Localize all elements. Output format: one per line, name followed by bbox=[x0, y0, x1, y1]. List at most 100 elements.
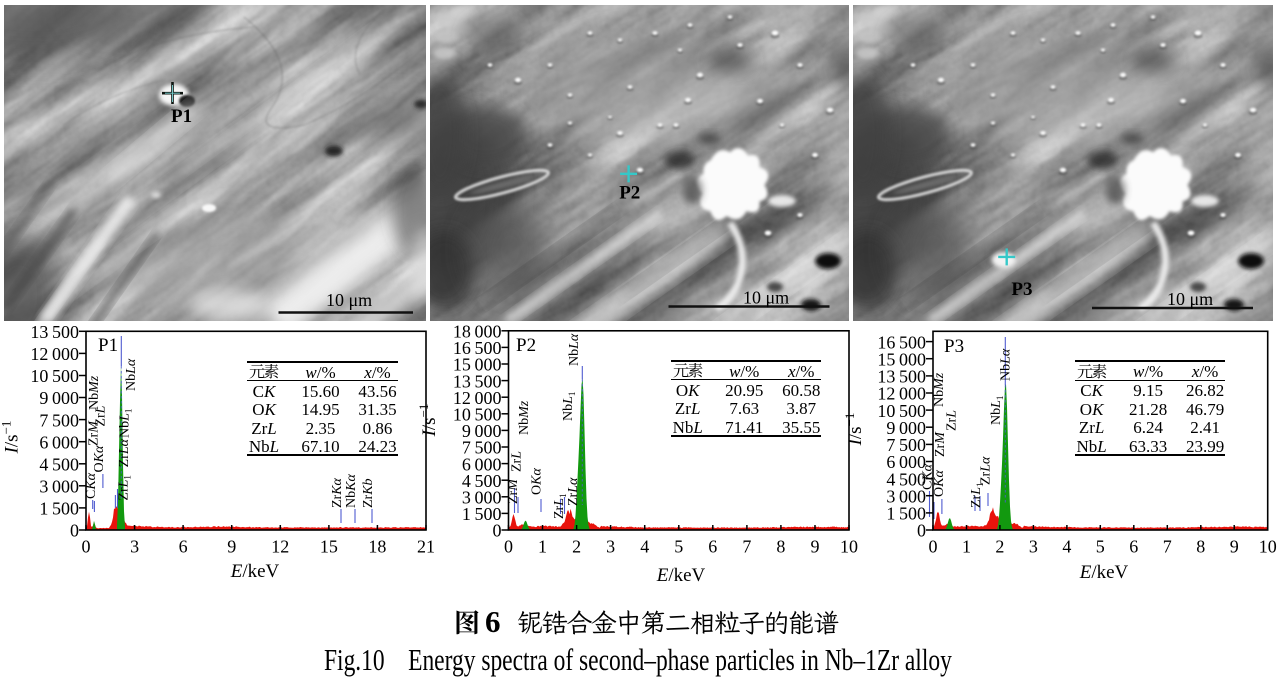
svg-text:ZrKb: ZrKb bbox=[361, 478, 376, 508]
svg-text:ZrM: ZrM bbox=[87, 420, 102, 446]
svg-text:I/s−1: I/s−1 bbox=[0, 421, 23, 455]
svg-text:4: 4 bbox=[1062, 537, 1071, 557]
svg-text:3 000: 3 000 bbox=[39, 477, 79, 497]
svg-text:OKα: OKα bbox=[92, 445, 107, 472]
svg-text:8: 8 bbox=[1196, 537, 1205, 557]
svg-text:9 000: 9 000 bbox=[886, 418, 926, 438]
svg-text:4 500: 4 500 bbox=[462, 471, 502, 491]
svg-text:6: 6 bbox=[485, 604, 501, 639]
svg-text:1 500: 1 500 bbox=[462, 504, 502, 524]
svg-text:NbMz: NbMz bbox=[87, 375, 102, 410]
svg-text:7: 7 bbox=[742, 537, 751, 557]
svg-text:P1: P1 bbox=[171, 106, 192, 127]
svg-text:12 000: 12 000 bbox=[30, 344, 79, 364]
svg-text:1: 1 bbox=[538, 537, 547, 557]
svg-text:13 500: 13 500 bbox=[877, 367, 926, 387]
svg-text:E/keV: E/keV bbox=[656, 565, 706, 586]
svg-text:21: 21 bbox=[417, 537, 435, 557]
svg-text:13 500: 13 500 bbox=[453, 371, 502, 391]
svg-text:NbL1: NbL1 bbox=[118, 409, 134, 438]
svg-text:NbMz: NbMz bbox=[932, 372, 947, 407]
svg-text:4 500: 4 500 bbox=[886, 469, 926, 489]
svg-text:P1: P1 bbox=[98, 335, 118, 356]
svg-text:12: 12 bbox=[271, 537, 289, 557]
svg-text:0: 0 bbox=[70, 521, 79, 541]
svg-text:10: 10 bbox=[840, 537, 858, 557]
svg-text:0: 0 bbox=[82, 537, 91, 557]
svg-text:9: 9 bbox=[811, 537, 820, 557]
svg-text:ZrL1: ZrL1 bbox=[969, 482, 985, 508]
svg-text:ZrL: ZrL bbox=[510, 451, 525, 472]
svg-text:ZrM: ZrM bbox=[506, 478, 521, 504]
svg-text:CKα: CKα bbox=[921, 463, 936, 490]
svg-text:1: 1 bbox=[962, 537, 971, 557]
svg-text:NbLα: NbLα bbox=[124, 358, 139, 391]
svg-text:I/s−1: I/s−1 bbox=[842, 413, 867, 447]
svg-text:NbKα: NbKα bbox=[344, 474, 359, 508]
svg-text:NbMz: NbMz bbox=[517, 400, 532, 435]
svg-text:7 500: 7 500 bbox=[462, 438, 502, 458]
svg-text:5: 5 bbox=[1096, 537, 1105, 557]
svg-text:6: 6 bbox=[1129, 537, 1138, 557]
svg-text:1 500: 1 500 bbox=[886, 504, 926, 524]
svg-text:5: 5 bbox=[674, 537, 683, 557]
svg-text:ZrM: ZrM bbox=[933, 431, 948, 457]
svg-text:7 500: 7 500 bbox=[39, 410, 79, 430]
svg-text:3 000: 3 000 bbox=[462, 488, 502, 508]
svg-text:18: 18 bbox=[368, 537, 386, 557]
svg-text:E/keV: E/keV bbox=[230, 561, 280, 582]
svg-text:0: 0 bbox=[493, 521, 502, 541]
svg-text:NbL1: NbL1 bbox=[561, 392, 577, 421]
svg-text:16 500: 16 500 bbox=[453, 338, 502, 358]
svg-text:10 500: 10 500 bbox=[877, 401, 926, 421]
svg-text:E/keV: E/keV bbox=[1079, 562, 1129, 583]
svg-text:3: 3 bbox=[606, 537, 615, 557]
svg-text:10 500: 10 500 bbox=[30, 366, 79, 386]
svg-text:13 500: 13 500 bbox=[30, 322, 79, 342]
svg-text:OKα: OKα bbox=[530, 468, 545, 495]
svg-text:3: 3 bbox=[1029, 537, 1038, 557]
svg-text:0: 0 bbox=[504, 537, 513, 557]
svg-text:ZrL: ZrL bbox=[94, 405, 109, 426]
svg-text:1 500: 1 500 bbox=[39, 499, 79, 519]
svg-text:16 500: 16 500 bbox=[877, 332, 926, 352]
svg-text:4: 4 bbox=[640, 537, 649, 557]
svg-text:10 μm: 10 μm bbox=[743, 288, 789, 308]
svg-text:7 500: 7 500 bbox=[886, 435, 926, 455]
svg-text:ZrLα: ZrLα bbox=[117, 438, 132, 467]
svg-text:NbL1: NbL1 bbox=[989, 396, 1005, 425]
svg-text:ZrL1: ZrL1 bbox=[552, 493, 568, 519]
svg-text:I/s−1: I/s−1 bbox=[416, 404, 441, 438]
svg-text:P2: P2 bbox=[516, 335, 536, 356]
svg-text:9 000: 9 000 bbox=[462, 421, 502, 441]
svg-text:2: 2 bbox=[572, 537, 581, 557]
svg-text:4 500: 4 500 bbox=[39, 455, 79, 475]
svg-text:9: 9 bbox=[1230, 537, 1239, 557]
svg-text:3: 3 bbox=[130, 537, 139, 557]
svg-text:NbLα: NbLα bbox=[999, 348, 1014, 381]
svg-text:ZrKα: ZrKα bbox=[330, 477, 345, 508]
svg-text:12 000: 12 000 bbox=[877, 384, 926, 404]
svg-text:10 μm: 10 μm bbox=[326, 290, 372, 310]
svg-text:6 000: 6 000 bbox=[39, 432, 79, 452]
svg-text:P3: P3 bbox=[1011, 279, 1032, 300]
svg-text:0: 0 bbox=[929, 537, 938, 557]
svg-text:ZrL1: ZrL1 bbox=[117, 475, 133, 501]
svg-text:15 000: 15 000 bbox=[453, 355, 502, 375]
svg-text:10 μm: 10 μm bbox=[1167, 289, 1213, 309]
svg-text:P2: P2 bbox=[619, 183, 640, 204]
svg-text:8: 8 bbox=[776, 537, 785, 557]
svg-text:P3: P3 bbox=[944, 336, 964, 357]
svg-text:15 000: 15 000 bbox=[877, 349, 926, 369]
svg-text:CKα: CKα bbox=[84, 472, 99, 499]
svg-text:ZrLα: ZrLα bbox=[979, 456, 994, 485]
svg-text:ZrLα: ZrLα bbox=[566, 477, 581, 506]
svg-text:0: 0 bbox=[917, 521, 926, 541]
svg-text:9: 9 bbox=[227, 537, 236, 557]
svg-text:9 000: 9 000 bbox=[39, 388, 79, 408]
svg-text:18 000: 18 000 bbox=[453, 322, 502, 342]
svg-text:OKα: OKα bbox=[932, 470, 947, 497]
svg-text:15: 15 bbox=[320, 537, 338, 557]
svg-text:6: 6 bbox=[708, 537, 717, 557]
svg-text:10: 10 bbox=[1259, 537, 1277, 557]
